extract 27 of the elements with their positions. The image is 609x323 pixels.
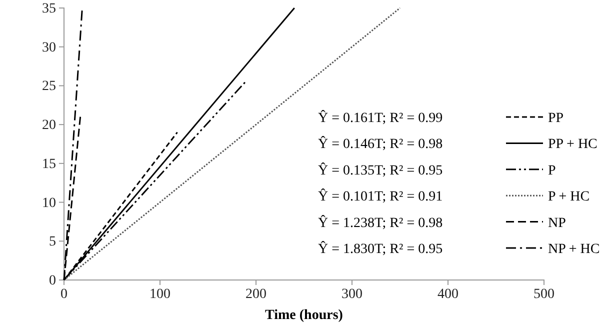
x-tick-label: 500: [534, 286, 554, 302]
y-tick-label: 5: [49, 234, 56, 250]
annotation: Ŷ = 1.830T; R² = 0.95: [318, 240, 443, 257]
legend-label: P: [548, 163, 556, 178]
legend-label: P + HC: [548, 190, 590, 205]
legend-label: PP + HC: [548, 137, 598, 152]
legend-label: PP: [548, 111, 564, 126]
annotation: Ŷ = 0.135T; R² = 0.95: [318, 161, 443, 178]
y-tick-label: 20: [42, 118, 56, 134]
legend-label: NP + HC: [548, 242, 600, 257]
annotation: Ŷ = 0.146T; R² = 0.98: [318, 135, 443, 152]
x-tick-label: 0: [60, 286, 68, 302]
y-tick-label: 0: [49, 273, 56, 288]
x-tick-label: 300: [342, 286, 362, 302]
y-tick-label: 25: [42, 79, 56, 94]
y-tick-label: 30: [42, 40, 56, 56]
x-axis-title: Time (hours): [265, 308, 344, 323]
x-tick-label: 200: [246, 286, 266, 302]
annotation: Ŷ = 0.161T; R² = 0.99: [318, 109, 443, 126]
x-tick-label: 100: [150, 286, 170, 302]
annotation: Ŷ = 1.238T; R² = 0.98: [318, 214, 443, 231]
x-tick-label: 400: [438, 286, 458, 302]
y-tick-label: 10: [42, 196, 56, 211]
legend-label: NP: [548, 216, 566, 231]
annotation: Ŷ = 0.101T; R² = 0.91: [318, 188, 443, 205]
y-tick-label: 35: [42, 1, 56, 16]
y-tick-label: 15: [42, 156, 56, 172]
